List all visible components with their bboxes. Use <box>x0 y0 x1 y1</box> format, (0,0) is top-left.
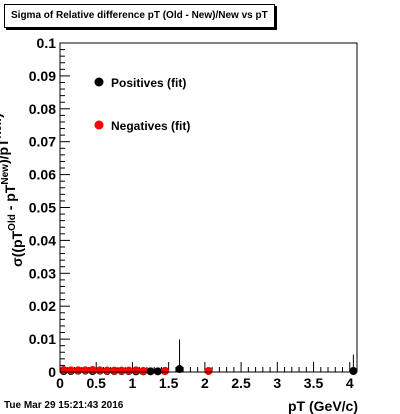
y-tick-label: 0.09 <box>29 68 56 84</box>
negatives-point <box>204 367 213 376</box>
negatives-point <box>124 366 133 375</box>
legend-marker-negatives <box>94 120 104 130</box>
negatives-point <box>132 366 141 375</box>
negatives-point <box>95 366 104 375</box>
legend-marker-positives <box>94 77 104 87</box>
data-points <box>59 365 358 376</box>
negatives-point <box>117 366 126 375</box>
legend-label-negatives: Negatives (fit) <box>111 119 190 133</box>
negatives-point <box>66 366 75 375</box>
y-tick-label: 0.06 <box>29 167 56 183</box>
positives-point <box>175 365 184 374</box>
y-tick-label: 0.02 <box>29 298 56 314</box>
negatives-point <box>103 366 112 375</box>
x-tick-label: 3.5 <box>304 375 324 391</box>
positives-point <box>349 367 358 376</box>
positives-point <box>153 367 162 376</box>
legend: Positives (fit) Negatives (fit) <box>94 76 190 133</box>
chart-title: Sigma of Relative difference pT (Old - N… <box>4 4 275 28</box>
x-tick-labels: 0 0.5 1 1.5 2 2.5 3 3.5 4 <box>56 375 354 391</box>
y-axis-label: σ((pTOld - pTNew)/pTNew) <box>0 113 25 267</box>
y-tick-label: 0.03 <box>29 265 56 281</box>
x-tick-label: 1 <box>129 375 137 391</box>
positives-point <box>146 367 155 376</box>
y-tick-label: 0 <box>48 364 56 380</box>
y-tick-label: 0.04 <box>29 232 56 248</box>
legend-label-positives: Positives (fit) <box>111 76 186 90</box>
y-tick-label: 0.05 <box>29 200 56 216</box>
y-tick-label: 0.1 <box>37 35 57 51</box>
negatives-point <box>139 367 148 376</box>
x-tick-label: 0.5 <box>86 375 106 391</box>
y-tick-label: 0.01 <box>29 331 56 347</box>
axis-ticks <box>59 42 351 373</box>
x-tick-label: 2 <box>201 375 209 391</box>
y-tick-label: 0.07 <box>29 134 56 150</box>
x-axis-label: pT (GeV/c) <box>288 398 358 414</box>
x-tick-label: 3 <box>273 375 281 391</box>
x-tick-label: 2.5 <box>231 375 251 391</box>
x-tick-label: 0 <box>56 375 64 391</box>
y-tick-label: 0.08 <box>29 101 56 117</box>
timestamp: Tue Mar 29 15:21:43 2016 <box>4 400 124 411</box>
negatives-point <box>81 366 90 375</box>
y-axis-label-text: σ((pTOld - pTNew)/pTNew) <box>0 113 25 267</box>
plot-frame <box>59 42 358 373</box>
y-tick-labels: 0 0.01 0.02 0.03 0.04 0.05 0.06 0.07 0.08 0.09 0.1 <box>29 35 56 380</box>
negatives-point <box>110 366 119 375</box>
negatives-point <box>74 366 83 375</box>
negatives-point <box>161 367 170 376</box>
negatives-point <box>59 366 68 375</box>
x-tick-label: 4 <box>346 375 354 391</box>
x-tick-label: 1.5 <box>159 375 179 391</box>
negatives-point <box>88 366 97 375</box>
